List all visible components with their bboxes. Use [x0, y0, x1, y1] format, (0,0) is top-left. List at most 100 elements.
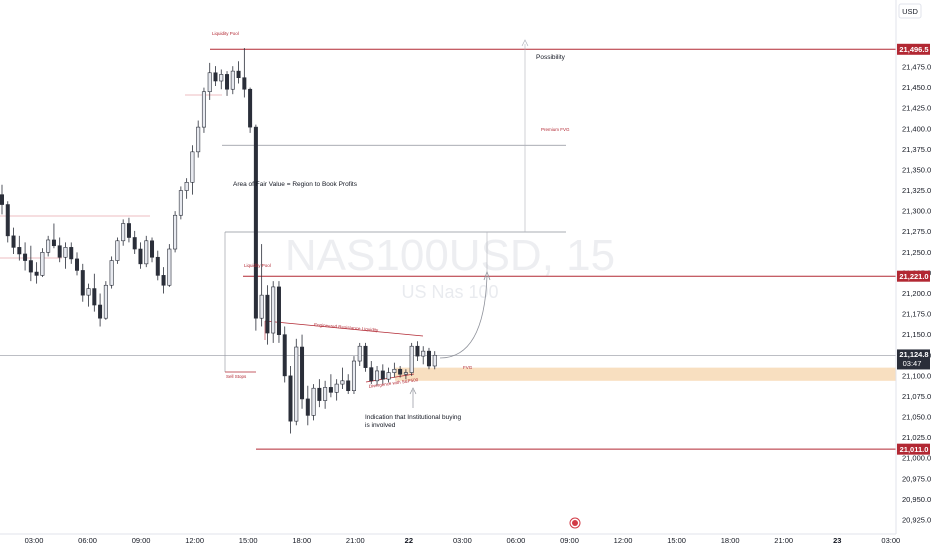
candle-body	[380, 370, 385, 380]
time-tick-label: 03:00	[881, 536, 900, 545]
price-tick-label: 21,025.0	[902, 433, 931, 442]
candle-body	[288, 375, 293, 422]
candle-body	[75, 258, 80, 271]
plot-background	[0, 0, 896, 534]
time-tick-label: 15:00	[667, 536, 686, 545]
price-tick-label: 21,350.0	[902, 165, 931, 174]
engineered-resistance-line	[264, 320, 424, 337]
candle-body	[346, 380, 351, 391]
candle-body	[173, 214, 178, 250]
candle-body	[276, 286, 281, 335]
currency-label[interactable]: USD	[902, 7, 918, 16]
candle-body	[225, 74, 230, 90]
candle-body	[109, 260, 114, 286]
price-tag-last-text: 21,124.8	[899, 350, 928, 359]
time-tick-label: 21:00	[346, 536, 365, 545]
watermark-symbol: NAS100USD, 15	[285, 231, 615, 280]
time-tick-label: 15:00	[239, 536, 258, 545]
watermark-name: US Nas 100	[401, 282, 498, 302]
candle-body	[271, 286, 276, 334]
candle-body	[57, 245, 62, 258]
price-tick-label: 21,450.0	[902, 83, 931, 92]
candle-body	[138, 248, 143, 265]
price-tick-label: 20,975.0	[902, 474, 931, 483]
time-tick-label: 12:00	[185, 536, 204, 545]
candle-body	[340, 380, 345, 385]
candle-body	[121, 223, 126, 242]
candle-body	[80, 270, 85, 296]
candle-body	[369, 367, 374, 382]
candle-body	[86, 288, 91, 296]
annotation-institutional-1: Indication that Institutional buying	[365, 414, 462, 421]
price-tag-high: 21,496.5	[897, 43, 930, 55]
price-tick-label: 21,475.0	[902, 63, 931, 72]
price-tick-label: 21,400.0	[902, 124, 931, 133]
candle-body	[294, 346, 299, 422]
price-axis-ticks[interactable]: 21,475.0 21,450.0 21,425.0 21,400.0 21,375.0…	[902, 63, 931, 525]
candle-body	[207, 72, 212, 93]
price-tick-label: 21,325.0	[902, 186, 931, 195]
price-tick-label: 21,425.0	[902, 104, 931, 113]
candle-body	[415, 345, 420, 357]
candle-body	[34, 271, 39, 276]
annotation-fvg: FVG	[463, 365, 473, 370]
candle-body	[230, 70, 235, 90]
candle-body	[144, 240, 149, 265]
candle-body	[40, 252, 45, 276]
annotation-premium-fvg: Premium FVG	[541, 127, 570, 132]
candle-body	[103, 284, 108, 319]
candle-body	[132, 237, 137, 250]
price-tick-label: 21,000.0	[902, 454, 931, 463]
price-tick-label: 21,175.0	[902, 310, 931, 319]
time-tick-label: 18:00	[721, 536, 740, 545]
candle-body	[398, 368, 403, 375]
time-tick-label: 23	[833, 536, 841, 545]
time-tick-label: 22	[405, 536, 413, 545]
candle-body	[178, 190, 183, 216]
candle-body	[155, 256, 160, 276]
candle-body	[242, 77, 247, 90]
price-tick-label: 20,925.0	[902, 516, 931, 525]
institutional-arrowhead	[409, 387, 417, 395]
candle-body	[115, 240, 120, 261]
annotation-engineered-resistance: Engineered Resistance Liquidity	[314, 322, 379, 333]
price-tag-high-text: 21,496.5	[899, 45, 928, 54]
candle-body	[351, 360, 356, 391]
annotation-liquidity-pool-mid: Liquidity Pool	[244, 263, 271, 268]
price-tag-countdown: 03:47	[903, 359, 922, 368]
candle-body	[317, 387, 322, 401]
candle-body	[421, 350, 426, 357]
price-tick-label: 21,075.0	[902, 392, 931, 401]
candle-body	[375, 370, 380, 382]
time-tick-label: 18:00	[292, 536, 311, 545]
time-axis-ticks[interactable]: 03:00 06:00 09:00 12:00 15:00 18:00 21:00 22 03:…	[25, 536, 901, 545]
price-tick-label: 21,050.0	[902, 413, 931, 422]
candle-body	[69, 247, 74, 260]
candle-body	[150, 240, 155, 258]
price-tag-last: 21,124.8 03:47	[897, 349, 930, 370]
time-tick-label: 03:00	[25, 536, 44, 545]
annotation-institutional-2: is involved	[365, 422, 396, 429]
currency-box[interactable]	[898, 3, 922, 19]
annotation-divergence: Divergence with S&P500	[368, 377, 418, 389]
time-tick-label: 12:00	[614, 536, 633, 545]
candle-body	[23, 253, 28, 261]
annotation-possibility: Possibility	[536, 54, 566, 61]
candle-body	[426, 350, 431, 367]
candle-body	[11, 235, 16, 248]
candle-body	[184, 182, 189, 191]
candle-body	[0, 194, 5, 205]
candle-body	[311, 387, 316, 416]
candle-body	[386, 372, 391, 380]
candle-body	[46, 239, 51, 253]
candle-body	[432, 354, 437, 367]
candle-body	[323, 387, 328, 401]
candle-body	[259, 294, 264, 319]
economic-event-icon[interactable]	[569, 517, 581, 529]
candle-body	[63, 247, 68, 258]
candle-body	[282, 334, 287, 377]
projection-curve	[439, 275, 488, 359]
possibility-arrowhead	[521, 39, 529, 47]
